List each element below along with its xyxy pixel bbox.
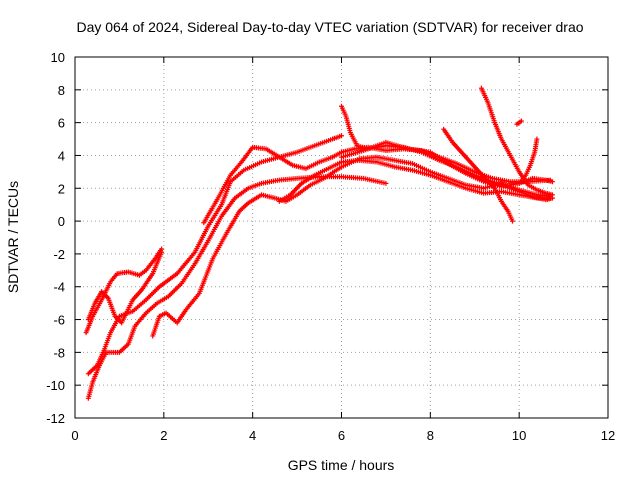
data-point (159, 249, 165, 255)
axis-ticks: 0 2 4 6 8 10 12 -12 -10 -8 -6 -4 -2 0 2 4 6 8 10 (46, 50, 615, 443)
series-arc-7 (276, 157, 553, 204)
chart-title: Day 064 of 2024, Sidereal Day-to-day VTE… (76, 19, 583, 35)
y-tick-label: -8 (53, 345, 65, 360)
y-tick-label: 6 (58, 116, 65, 131)
series-arc-2 (85, 133, 344, 377)
data-point (549, 179, 555, 185)
series-arc-4 (85, 249, 165, 326)
y-tick-label: 8 (58, 83, 65, 98)
y-tick-label: -4 (53, 280, 65, 295)
y-tick-label: 10 (51, 50, 65, 65)
x-tick-label: 4 (249, 428, 256, 443)
series-arc-1 (83, 246, 165, 336)
series-arc-11 (441, 126, 516, 224)
data-point (549, 192, 555, 198)
x-tick-label: 10 (512, 428, 526, 443)
y-tick-label: -2 (53, 247, 65, 262)
grid (75, 57, 608, 418)
data-point (339, 133, 344, 139)
y-tick-label: 2 (58, 181, 65, 196)
x-tick-label: 2 (160, 428, 167, 443)
y-tick-label: -10 (46, 378, 65, 393)
y-tick-label: -12 (46, 411, 65, 426)
x-tick-label: 6 (338, 428, 345, 443)
data-point (518, 118, 524, 124)
series-arc-13 (514, 118, 524, 127)
x-axis-label: GPS time / hours (288, 457, 395, 473)
series-arc-8 (339, 103, 555, 203)
series-arc-3 (85, 174, 389, 401)
data-point (516, 180, 522, 186)
data-layer (83, 85, 555, 401)
x-tick-label: 12 (601, 428, 615, 443)
y-tick-label: -6 (53, 313, 65, 328)
series-arc-9 (339, 139, 555, 190)
series-arc-12 (516, 136, 540, 186)
x-tick-label: 8 (427, 428, 434, 443)
data-point (510, 218, 516, 224)
y-axis-label: SDTVAR / TECUs (5, 181, 21, 293)
y-tick-label: 0 (58, 214, 65, 229)
y-tick-label: 4 (58, 148, 65, 163)
series-arc-10 (478, 85, 555, 198)
data-point (383, 180, 389, 186)
x-tick-label: 0 (71, 428, 78, 443)
